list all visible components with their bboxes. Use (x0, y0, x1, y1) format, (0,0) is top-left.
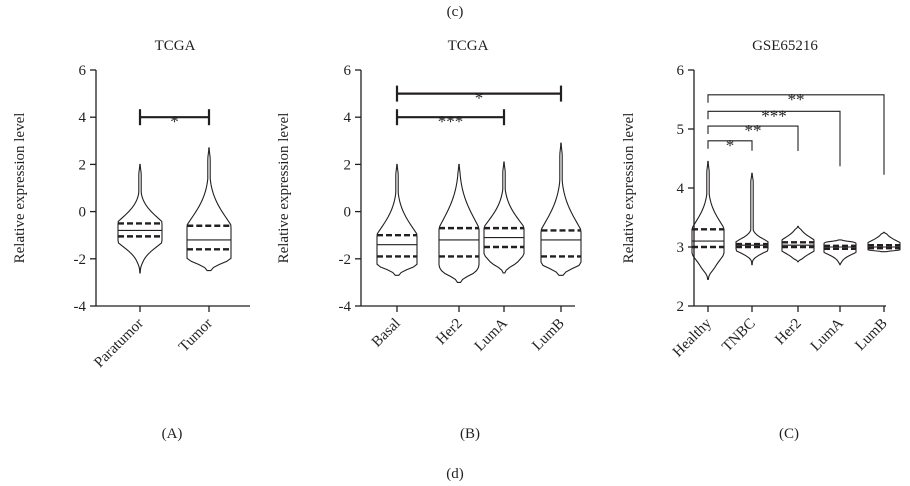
top-caption: (c) (447, 4, 464, 20)
y-tick-label: -2 (339, 252, 352, 268)
x-tick-label: Tumor (176, 316, 216, 356)
x-tick-label: Basal (369, 316, 404, 351)
y-tick-label: 4 (677, 181, 685, 197)
y-tick-label: 4 (79, 110, 87, 126)
x-tick-label: LumB (529, 316, 567, 354)
panel-label: (C) (779, 426, 799, 442)
chart-panel-a: TCGA Relative expression level -4 -2 0 2 4 6 Par… (12, 38, 250, 442)
significance-bracket (707, 110, 841, 167)
significance-bracket (707, 125, 799, 152)
significance-label: * (475, 89, 484, 108)
significance-label: * (726, 136, 735, 155)
x-tick-label: LumB (852, 316, 890, 354)
violin-lumb (540, 142, 582, 276)
y-tick-label: 6 (344, 63, 352, 79)
x-tick-label: Paratumor (91, 316, 146, 371)
significance-label: *** (761, 106, 787, 125)
violin-paratumor (117, 163, 163, 274)
chart-title: TCGA (448, 38, 489, 54)
significance-bracket (707, 94, 885, 175)
panel-label: (B) (460, 426, 480, 442)
violin-basal (376, 163, 418, 276)
x-tick-label: Healthy (670, 315, 715, 360)
y-tick-label: 3 (677, 240, 685, 256)
violin-her2 (781, 225, 815, 263)
violin-tnbc (735, 172, 769, 266)
chart-title: GSE65216 (752, 38, 818, 54)
violin-luma (823, 239, 857, 266)
violin-tumor (186, 147, 232, 272)
significance-label: * (170, 112, 179, 131)
y-axis-label: Relative expression level (276, 113, 292, 264)
violin-lumb (867, 231, 901, 253)
x-tick-label: Her2 (433, 316, 466, 349)
violin-healthy (691, 160, 725, 280)
significance-label: ** (745, 121, 762, 140)
y-tick-label: 0 (344, 205, 352, 221)
x-tick-label: LumA (808, 315, 847, 354)
y-axis-label: Relative expression level (12, 113, 28, 264)
y-tick-label: 6 (677, 63, 685, 79)
chart-panel-c: GSE65216 Relative expression level 2 3 4 5 6 He… (621, 38, 901, 442)
significance-label: ** (788, 90, 805, 109)
x-tick-label: TNBC (719, 316, 759, 356)
y-tick-label: 2 (677, 299, 685, 315)
x-tick-label: Her2 (772, 316, 805, 349)
y-tick-label: 4 (344, 110, 352, 126)
y-axis-label: Relative expression level (621, 113, 637, 264)
y-tick-label: 5 (677, 122, 685, 138)
significance-bracket (707, 140, 753, 151)
y-tick-label: 0 (79, 205, 87, 221)
significance-label: *** (438, 112, 464, 131)
chart-title: TCGA (155, 38, 196, 54)
y-tick-label: -4 (339, 299, 352, 315)
y-tick-label: 2 (344, 157, 352, 173)
panel-label: (A) (162, 426, 183, 442)
y-tick-label: 2 (79, 157, 87, 173)
violin-her2 (438, 163, 480, 283)
y-tick-label: -4 (74, 299, 87, 315)
y-tick-label: -2 (74, 252, 87, 268)
x-tick-label: LumA (472, 315, 511, 354)
y-tick-label: 6 (79, 63, 87, 79)
chart-panel-b: TCGA Relative expression level -4 -2 0 2 4 6 Bas… (276, 38, 582, 442)
bottom-caption: (d) (446, 466, 464, 482)
violin-luma (483, 161, 525, 274)
